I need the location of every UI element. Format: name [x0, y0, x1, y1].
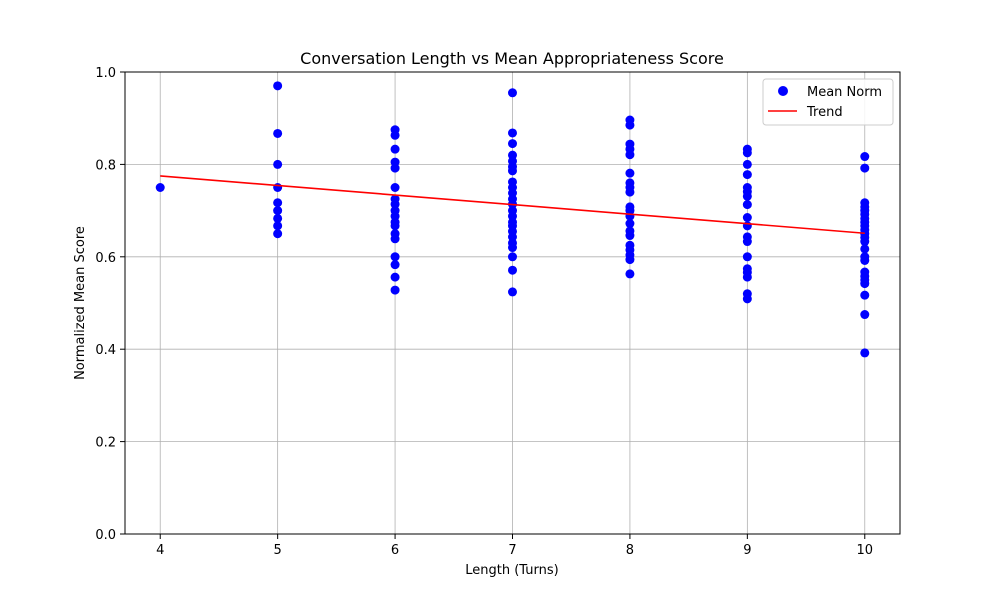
data-point [742, 200, 752, 210]
x-tick-label: 9 [743, 543, 751, 558]
data-point [742, 252, 752, 262]
data-point [273, 206, 283, 216]
data-point [625, 219, 635, 229]
x-tick-label: 7 [508, 543, 516, 558]
data-point [625, 231, 635, 241]
data-point [273, 198, 283, 208]
data-point [742, 272, 752, 282]
data-point [625, 255, 635, 265]
data-point [742, 159, 752, 169]
data-point [390, 163, 400, 173]
y-tick-label: 1.0 [95, 66, 116, 81]
x-tick-label: 10 [856, 543, 873, 558]
data-point [273, 213, 283, 223]
data-point [860, 244, 870, 254]
data-point [860, 237, 870, 247]
data-point [860, 290, 870, 300]
y-tick-label: 0.2 [95, 436, 116, 451]
trend-line-segment [160, 175, 865, 235]
data-point [390, 234, 400, 244]
legend-label-mean-norm: Mean Norm [807, 85, 882, 100]
data-point [625, 187, 635, 197]
x-axis-label: Length (Turns) [465, 563, 558, 578]
y-tick-label: 0.4 [95, 343, 116, 358]
x-tick-label: 6 [391, 543, 399, 558]
chart-title: Conversation Length vs Mean Appropriaten… [300, 49, 724, 68]
data-point [273, 183, 283, 192]
legend-marker-mean-norm [778, 86, 788, 96]
legend-box [762, 78, 894, 126]
legend-label-trend: Trend [806, 105, 843, 120]
x-tick-label: 4 [156, 543, 164, 558]
y-tick-label: 0.8 [95, 158, 116, 173]
data-point [390, 260, 400, 270]
legend: Mean Norm Trend [762, 78, 894, 126]
y-axis-label: Normalized Mean Score [73, 226, 88, 380]
data-points [155, 81, 870, 358]
data-point [742, 170, 752, 180]
data-point [508, 252, 517, 262]
data-point [508, 265, 517, 275]
data-point [742, 148, 752, 158]
data-point [860, 279, 870, 289]
data-point [625, 168, 635, 178]
data-point [390, 272, 400, 282]
data-point [390, 285, 400, 295]
data-point [390, 130, 400, 140]
data-point [742, 294, 752, 304]
data-point [390, 144, 400, 154]
data-point [625, 269, 635, 279]
data-point [625, 150, 635, 160]
data-point [508, 166, 517, 176]
data-point [860, 255, 870, 265]
data-point [860, 163, 870, 173]
y-tick-label: 0.0 [95, 528, 116, 543]
data-point [742, 213, 752, 223]
y-tick-label: 0.6 [95, 251, 116, 266]
data-point [625, 120, 635, 130]
data-point [273, 128, 283, 138]
axis-ticks: 4 5 6 7 8 9 10 0.0 0.2 0.4 0.6 0.8 1.0 [95, 66, 873, 558]
data-point [390, 252, 400, 262]
data-point [508, 139, 517, 149]
data-point [860, 348, 870, 358]
data-point [155, 183, 165, 192]
data-point [508, 243, 517, 253]
data-point [273, 221, 283, 231]
data-point [860, 152, 870, 162]
data-point [742, 191, 752, 201]
x-tick-label: 8 [626, 543, 634, 558]
data-point [390, 199, 400, 209]
trend-line [160, 175, 865, 235]
data-point [508, 128, 517, 138]
data-point [273, 229, 283, 239]
x-tick-label: 5 [274, 543, 282, 558]
data-point [508, 88, 517, 98]
data-point [742, 237, 752, 247]
data-point [508, 287, 517, 297]
data-point [390, 221, 400, 231]
data-point [860, 310, 870, 320]
data-point [390, 183, 400, 192]
data-point [273, 159, 283, 169]
data-point [273, 81, 283, 91]
